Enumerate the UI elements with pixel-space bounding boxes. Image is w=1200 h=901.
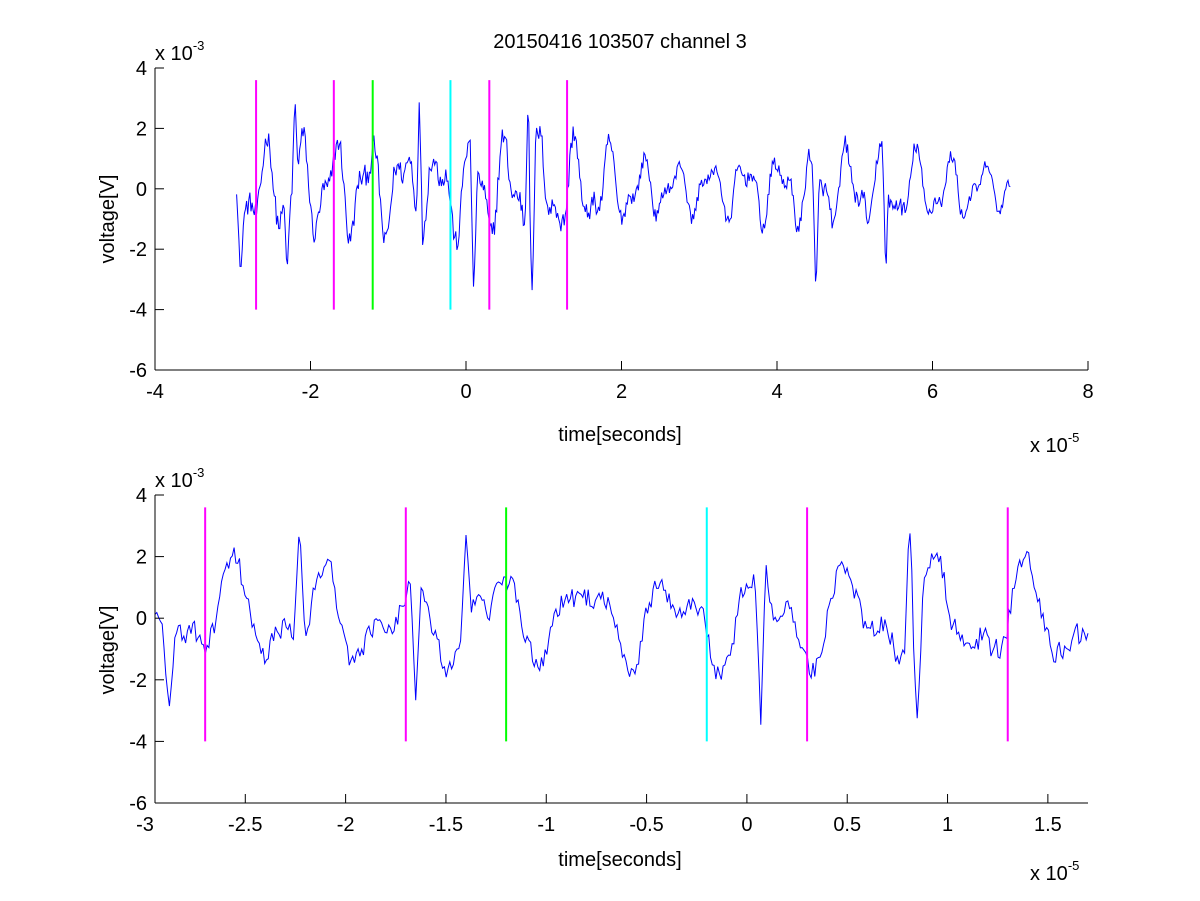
bottom-plot-xtick-label: -1	[537, 814, 555, 836]
bottom-plot-ytick-label: -4	[129, 731, 147, 753]
bottom-plot-ytick-label: 4	[136, 485, 147, 507]
top-plot-xlabel: time[seconds]	[558, 424, 681, 446]
top-plot-xtick-label: -2	[302, 381, 320, 403]
bottom-plot-xtick-label: 1.5	[1034, 814, 1062, 836]
bottom-plot-xtick-label: 0.5	[833, 814, 861, 836]
top-plot-y-multiplier-exp: -3	[193, 38, 205, 53]
figure-title: 20150416 103507 channel 3	[493, 31, 747, 53]
bottom-plot-y-multiplier-base: x 10	[155, 470, 193, 492]
top-plot-xtick-label: -4	[146, 381, 164, 403]
top-plot-signal-layer	[236, 102, 1011, 291]
bottom-plot-xtick-label: -1.5	[429, 814, 463, 836]
bottom-plot-x-multiplier: x 10-5	[1030, 858, 1079, 885]
top-plot-ytick-label: -6	[129, 360, 147, 382]
top-plot-x-multiplier-base: x 10	[1030, 435, 1068, 457]
top-plot-y-multiplier: x 10-3	[155, 38, 204, 65]
bottom-plot-ylabel: voltage[V]	[97, 606, 119, 695]
top-plot-marker-layer	[255, 80, 569, 310]
top-plot-ytick-label: -4	[129, 300, 147, 322]
top-plot-x-multiplier: x 10-5	[1030, 430, 1079, 457]
bottom-plot-xtick-label: -3	[136, 814, 154, 836]
top-plot-xtick-label: 6	[927, 381, 938, 403]
bottom-plot-x-multiplier-exp: -5	[1068, 858, 1080, 873]
bottom-plot-xlabel: time[seconds]	[558, 849, 681, 871]
bottom-plot-x-multiplier-base: x 10	[1030, 863, 1068, 885]
bottom-plot-ytick-label: -6	[129, 793, 147, 815]
bottom-plot-xtick-label: 1	[942, 814, 953, 836]
bottom-plot-y-multiplier: x 10-3	[155, 465, 204, 492]
top-plot-y-multiplier-base: x 10	[155, 43, 193, 65]
top-plot-x-multiplier-exp: -5	[1068, 430, 1080, 445]
bottom-plot-ytick-label: 2	[136, 547, 147, 569]
bottom-plot-y-multiplier-exp: -3	[193, 465, 205, 480]
bottom-plot-xtick-label: -2	[337, 814, 355, 836]
top-plot-ytick-label: 0	[136, 179, 147, 201]
top-plot-ytick-label: -2	[129, 239, 147, 261]
bottom-plot-signal-layer	[154, 533, 1089, 725]
top-plot-xtick-label: 4	[771, 381, 782, 403]
bottom-plot-ytick-label: 0	[136, 608, 147, 630]
bottom-plot-ytick-label: -2	[129, 670, 147, 692]
bottom-plot-marker-layer	[204, 507, 1009, 742]
bottom-plot-xtick-label: -0.5	[629, 814, 663, 836]
top-plot-ytick-label: 4	[136, 58, 147, 80]
top-plot-xtick-label: 2	[616, 381, 627, 403]
bottom-plot-xtick-label: 0	[741, 814, 752, 836]
top-plot-signal-line	[236, 102, 1011, 291]
top-plot-xtick-label: 0	[460, 381, 471, 403]
bottom-plot: -3 -2.5 -2 -1.5 -1 -0.5 0 0.5 1 1.5 -6 -4 -2 0 2 4 x 10…	[97, 465, 1089, 885]
top-plot-ytick-label: 2	[136, 118, 147, 140]
top-plot-ylabel: voltage[V]	[97, 175, 119, 264]
bottom-plot-xtick-label: -2.5	[228, 814, 262, 836]
bottom-plot-signal-line	[154, 533, 1089, 725]
top-plot-xtick-label: 8	[1082, 381, 1093, 403]
bottom-plot-axes-layer: -3 -2.5 -2 -1.5 -1 -0.5 0 0.5 1 1.5 -6 -4 -2 0 2 4	[129, 485, 1088, 836]
